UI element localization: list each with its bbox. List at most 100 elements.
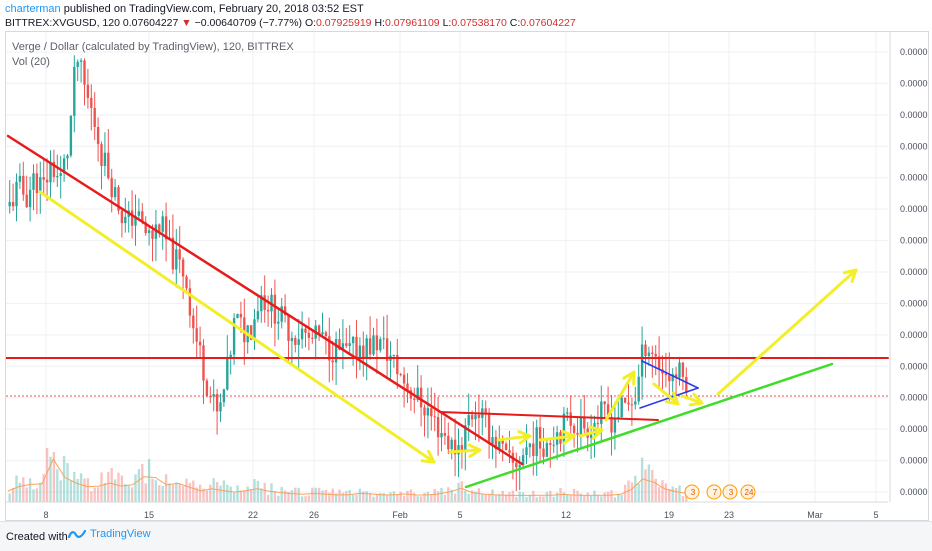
- candle-body: [542, 448, 545, 457]
- volume-bar: [178, 483, 181, 502]
- candle-body: [273, 294, 277, 324]
- volume-bar: [328, 492, 331, 502]
- volume-bar: [277, 495, 280, 502]
- volume-bar: [175, 482, 178, 502]
- candle-body: [45, 179, 49, 183]
- candle-body: [549, 443, 552, 445]
- volume-bar: [205, 490, 209, 502]
- candle-body: [49, 161, 52, 183]
- volume-bar: [192, 480, 195, 502]
- chart-header: charterman published on TradingView.com,…: [0, 0, 932, 30]
- candle-body: [328, 336, 331, 361]
- arrow-head: [688, 392, 704, 407]
- candle-body: [637, 376, 640, 402]
- volume-bar: [35, 488, 39, 502]
- volume-bar: [589, 495, 593, 502]
- candle-body: [79, 60, 83, 62]
- y-tick-label: 0.0000: [900, 110, 928, 120]
- candle-body: [243, 317, 246, 343]
- candle-body: [379, 339, 382, 351]
- volume-bar: [487, 493, 491, 502]
- candle-body: [93, 107, 96, 127]
- author-link[interactable]: charterman: [5, 3, 61, 15]
- volume-bar: [294, 487, 297, 502]
- candle-body: [8, 201, 11, 207]
- volume-bar: [647, 464, 651, 502]
- chart-frame[interactable]: 3 7 3 24 0.0000 0.0000 0.0000 0.0000 0.0000 0.00…: [5, 31, 929, 521]
- event-markers: 3 7 3 24: [684, 484, 756, 500]
- arrow-shaft: [680, 394, 704, 405]
- volume-bar: [426, 491, 430, 502]
- created-with-label: Created with: [6, 531, 68, 543]
- volume-bar: [280, 487, 283, 502]
- volume-bar: [120, 475, 124, 502]
- candle-body: [321, 332, 324, 335]
- candle-body: [256, 311, 260, 320]
- candle-body: [317, 325, 321, 335]
- candle-body: [198, 341, 202, 346]
- event-marker-label: 3: [729, 488, 734, 497]
- candle-body: [674, 374, 678, 378]
- price-chart[interactable]: 3 7 3 24 0.00000.00000.00000.00000.00000.00…: [6, 32, 929, 521]
- volume-bar: [674, 487, 678, 502]
- candle-body: [215, 393, 219, 412]
- down-arrow-icon: ▼: [181, 17, 192, 29]
- volume-bar: [110, 468, 113, 502]
- tradingview-brand[interactable]: TradingView: [68, 528, 151, 540]
- volume-bar: [355, 494, 358, 502]
- candle-body: [188, 288, 192, 316]
- candle-body: [209, 396, 212, 398]
- volume-bar: [552, 496, 555, 502]
- volume-bar: [263, 482, 266, 502]
- volume-bar: [164, 474, 168, 502]
- candle-body: [576, 432, 579, 435]
- x-tick-label: 8: [43, 510, 48, 520]
- volume-bar: [209, 484, 212, 502]
- volume-bar: [59, 480, 62, 502]
- volume-bar: [42, 473, 45, 502]
- volume-bar: [134, 474, 137, 502]
- y-tick-label: 0.0000: [900, 47, 928, 57]
- arrow-shaft: [652, 382, 680, 406]
- volume-bar: [657, 486, 661, 502]
- volume-bar: [18, 482, 22, 502]
- candle-body: [521, 455, 525, 466]
- yellow-arrow-flat-2: [496, 430, 532, 445]
- candle-body: [603, 401, 606, 405]
- volume-bar: [226, 484, 229, 502]
- volume-bar: [613, 497, 617, 502]
- candle-body: [535, 427, 538, 456]
- volume-bar: [86, 478, 90, 502]
- candle-body: [532, 443, 535, 456]
- volume-bar: [413, 492, 416, 502]
- candle-body: [685, 376, 688, 394]
- volume-bar: [358, 488, 362, 502]
- volume-bars: [7, 447, 689, 502]
- volume-bar: [467, 493, 470, 502]
- candle-body: [229, 354, 232, 359]
- candle-body: [253, 319, 256, 340]
- candle-body: [124, 216, 127, 224]
- y-tick-label: 0.0000: [900, 236, 928, 246]
- volume-bar: [215, 482, 219, 502]
- volume-bar: [300, 496, 304, 502]
- upper-channel-line: [439, 411, 659, 421]
- volume-bar: [583, 495, 586, 502]
- volume-bar: [569, 494, 572, 502]
- candle-body: [161, 216, 164, 232]
- low-value: 0.07538170: [451, 17, 507, 29]
- volume-bar: [93, 487, 96, 502]
- arrow-shaft: [496, 434, 532, 442]
- candle-body: [671, 374, 674, 382]
- candle-body: [117, 187, 120, 211]
- volume-bar: [606, 491, 610, 502]
- volume-bar: [443, 494, 447, 502]
- candle-body: [433, 416, 436, 418]
- y-tick-label: 0.0000: [900, 456, 928, 466]
- candle-body: [28, 189, 32, 208]
- volume-bar: [671, 486, 674, 502]
- volume-bar: [32, 489, 35, 502]
- candle-body: [416, 387, 419, 400]
- candle-body: [464, 425, 467, 450]
- candle-body: [385, 338, 389, 361]
